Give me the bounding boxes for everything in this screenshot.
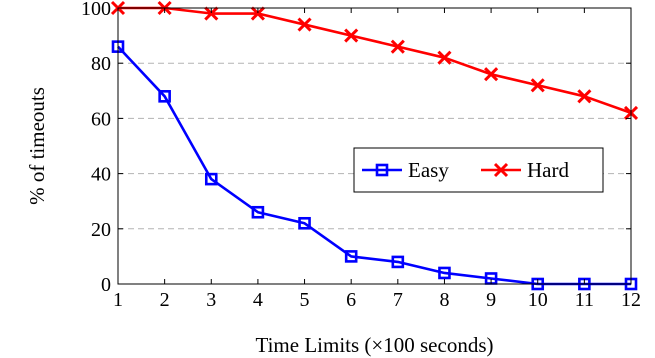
point-hard-6 (344, 28, 359, 43)
plot-frame (117, 7, 632, 285)
y-axis-title: % of timeouts (25, 87, 49, 205)
point-hard-9 (484, 67, 499, 82)
point-hard-7 (390, 39, 405, 54)
point-hard-4-b (250, 6, 265, 21)
y-tick-label-100: 100 (81, 0, 111, 20)
y-tick-label-40: 40 (91, 164, 111, 186)
legend-label-hard: Hard (527, 158, 569, 182)
legend: Easy Hard (353, 147, 604, 193)
legend-marker-hard (493, 162, 509, 178)
point-hard-3-b (204, 6, 219, 21)
point-easy-8 (438, 266, 451, 280)
legend-marker-hard-b (493, 162, 509, 178)
y-tick-label-60: 60 (91, 108, 111, 130)
point-hard-8 (437, 50, 452, 65)
series-line-hard (118, 6, 632, 115)
y-tick-label-0: 0 (101, 274, 111, 296)
x-tick-label-7: 7 (393, 289, 403, 311)
x-tick-label-5: 5 (300, 289, 310, 311)
point-hard-10 (530, 78, 545, 93)
legend-marker-easy (375, 163, 389, 177)
x-tick-label-3: 3 (206, 289, 216, 311)
point-hard-6-b (344, 28, 359, 43)
x-tick-label-12: 12 (621, 289, 641, 311)
point-hard-4 (250, 6, 265, 21)
grid-lines (118, 62, 631, 230)
point-easy-2 (158, 90, 171, 103)
point-hard-10-b (530, 78, 545, 93)
point-hard-7-b (390, 39, 405, 54)
x-tick-label-4: 4 (253, 289, 263, 311)
y-tick-label-80: 80 (91, 53, 111, 75)
point-easy-3 (204, 172, 218, 186)
point-hard-5-b (297, 17, 312, 32)
series-layer (110, 0, 639, 291)
point-hard-11-b (577, 89, 592, 104)
point-easy-7 (391, 255, 405, 269)
point-hard-8-b (437, 50, 452, 65)
point-hard-3 (204, 6, 219, 21)
x-tick-label-9: 9 (486, 289, 496, 311)
x-axis-title: Time Limits (×100 seconds) (256, 333, 494, 357)
x-tick-label-6: 6 (346, 289, 356, 311)
point-easy-6 (344, 250, 358, 263)
x-tick-label-1: 1 (113, 289, 123, 311)
point-hard-11 (577, 89, 592, 104)
x-tick-label-2: 2 (160, 289, 170, 311)
y-tick-label-20: 20 (91, 219, 111, 241)
point-hard-9-b (484, 67, 499, 82)
point-hard-5 (297, 17, 312, 32)
point-easy-4 (251, 205, 265, 219)
legend-label-easy: Easy (408, 158, 449, 182)
x-tick-label-10: 10 (528, 289, 548, 311)
point-easy-5 (298, 216, 311, 230)
x-tick-label-11: 11 (575, 289, 594, 311)
x-tick-label-8: 8 (439, 289, 449, 311)
